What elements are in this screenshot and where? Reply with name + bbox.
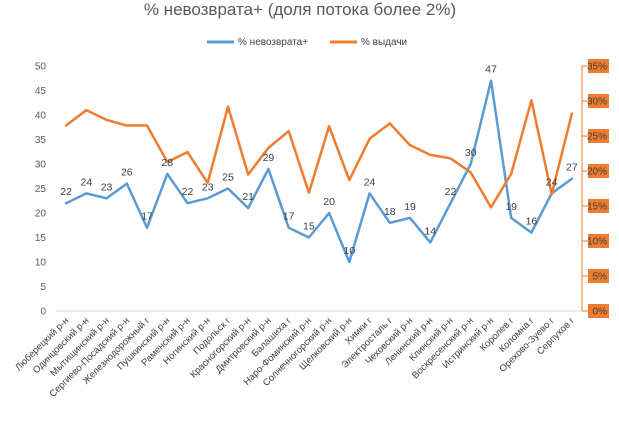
- left-axis-tick-label: 5: [40, 282, 46, 293]
- data-label: 30: [465, 147, 477, 159]
- left-axis-tick-label: 50: [35, 62, 47, 73]
- left-axis-tick-label: 30: [35, 160, 47, 171]
- right-axis-tick-box: [588, 94, 609, 108]
- data-label: 27: [566, 162, 578, 174]
- series-line-2: [64, 99, 574, 209]
- data-label: 15: [303, 221, 315, 233]
- data-label: 14: [424, 225, 436, 237]
- right-axis-tick-label: 15%: [587, 202, 607, 213]
- data-label: 16: [526, 216, 538, 228]
- data-label: 24: [546, 176, 558, 188]
- right-axis-tick-box: [588, 164, 609, 178]
- legend: % невозврата+ % выдачи: [207, 37, 407, 48]
- data-label: 47: [485, 64, 497, 76]
- right-axis-tick-label: 25%: [587, 132, 607, 143]
- data-label: 24: [81, 176, 93, 188]
- data-label: 22: [182, 186, 194, 198]
- data-label: 22: [60, 186, 72, 198]
- right-axis-tick-label: 30%: [587, 97, 607, 108]
- right-axis-tick-label: 20%: [587, 167, 607, 178]
- data-label: 19: [404, 201, 416, 213]
- data-labels: 22 24 23 26 17 28 22 23 25 21 29 17 15 20 10 24 18 19 14 22…: [60, 64, 578, 257]
- legend-label-series-2: % выдачи: [361, 37, 407, 48]
- data-label: 20: [323, 196, 335, 208]
- right-axis-tick-box: [588, 59, 609, 73]
- data-label: 18: [384, 206, 396, 218]
- right-axis-tick-box: [588, 269, 609, 283]
- data-label: 23: [101, 181, 113, 193]
- right-axis-tick-box: [588, 129, 609, 143]
- data-label: 23: [202, 181, 214, 193]
- right-axis-tick-box: [588, 234, 609, 248]
- data-label: 25: [222, 172, 234, 184]
- data-label: 22: [445, 186, 457, 198]
- left-axis-tick-label: 45: [35, 86, 47, 97]
- right-axis-tick-label: 0%: [593, 307, 608, 318]
- right-axis-tick-label: 5%: [593, 272, 608, 283]
- right-axis-tick-box: [588, 304, 609, 318]
- chart-title: % невозврата+ (доля потока более 2%): [144, 0, 456, 19]
- left-axis-tick-label: 0: [40, 307, 46, 318]
- data-label: 29: [263, 152, 275, 164]
- series-lines: [64, 79, 574, 264]
- left-axis-tick-label: 40: [35, 111, 47, 122]
- series-line-1: [64, 79, 574, 264]
- left-axis-tick-label: 10: [35, 258, 47, 269]
- right-axis-ticks: 0% 5% 10% 15% 20% 25% 30% 35%: [582, 59, 609, 318]
- data-label: 21: [242, 191, 254, 203]
- left-axis-tick-label: 35: [35, 135, 47, 146]
- right-axis-tick-box: [588, 199, 609, 213]
- right-axis-tick-label: 35%: [587, 62, 607, 73]
- data-label: 17: [283, 211, 295, 223]
- data-label: 24: [364, 176, 376, 188]
- left-axis-tick-label: 20: [35, 209, 47, 220]
- left-axis-tick-label: 25: [35, 184, 47, 195]
- left-axis-ticks: 0 5 10 15 20 25 30 35 40 45 50: [35, 62, 47, 318]
- left-axis-tick-label: 15: [35, 233, 47, 244]
- data-label: 26: [121, 167, 133, 179]
- data-label: 28: [161, 157, 173, 169]
- data-label: 10: [344, 245, 356, 257]
- right-axis-tick-label: 10%: [587, 237, 607, 248]
- legend-label-series-1: % невозврата+: [238, 37, 308, 48]
- data-label: 19: [505, 201, 517, 213]
- data-label: 17: [141, 211, 153, 223]
